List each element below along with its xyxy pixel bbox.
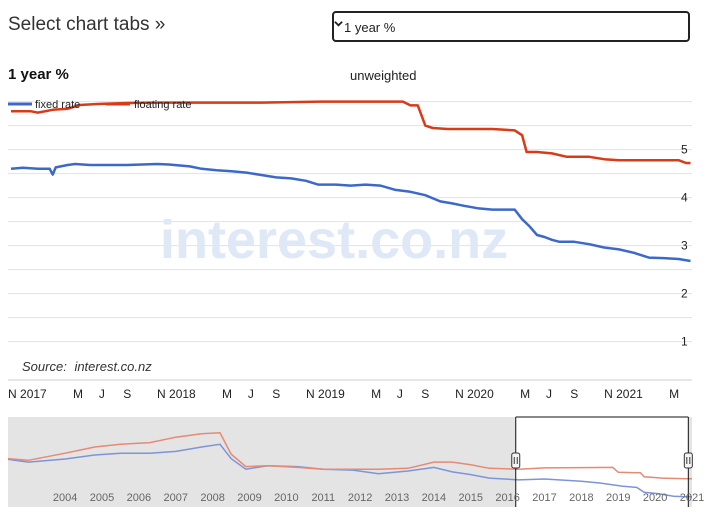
range-navigator[interactable]: 2004 2005 2006 2007 2008 2009 2010 2011 2012 2013… [7, 416, 704, 507]
navigator-x-label: 2011 [311, 492, 335, 504]
navigator-handle-right[interactable] [683, 452, 693, 469]
navigator-x-label: 2005 [90, 492, 114, 504]
x-tick-label: M [669, 387, 679, 401]
navigator-x-label: 2008 [200, 492, 224, 504]
y-tick-label: 2 [681, 287, 688, 301]
navigator-x-label: 2013 [385, 492, 409, 504]
navigator-x-label: 2019 [606, 492, 630, 504]
navigator-x-label: 2004 [53, 492, 77, 504]
chart-title: 1 year % [8, 66, 69, 83]
source-label: Source: [22, 359, 67, 374]
x-tick-label: M [371, 387, 381, 401]
watermark: interest.co.nz [160, 210, 508, 270]
navigator-x-label: 2018 [569, 492, 593, 504]
navigator-handle-left[interactable] [511, 452, 521, 469]
legend-label-fixed-rate: fixed rate [35, 99, 80, 111]
navigator-line-fixed-rate [7, 443, 692, 498]
x-tick-label: M [520, 387, 530, 401]
y-axis: 1 2 3 4 5 [681, 143, 688, 349]
x-tick-label: N 2019 [306, 387, 345, 401]
x-tick-label: N 2021 [604, 387, 643, 401]
series-line-fixed-rate[interactable] [10, 162, 691, 263]
navigator-x-label: 2015 [459, 492, 483, 504]
x-tick-label: J [546, 387, 552, 401]
navigator-x-label: 2007 [164, 492, 188, 504]
page-title: Select chart tabs » [8, 14, 166, 35]
chart-grid [8, 101, 692, 343]
x-tick-label: M [222, 387, 232, 401]
y-tick-label: 4 [681, 191, 688, 205]
x-tick-label: J [248, 387, 254, 401]
series-line-floating-rate[interactable] [11, 100, 691, 165]
navigator-x-label: 2012 [348, 492, 372, 504]
x-tick-label: J [99, 387, 105, 401]
navigator-x-label: 2014 [422, 492, 446, 504]
navigator-x-label: 2021 [680, 492, 704, 504]
navigator-x-label: 2016 [495, 492, 519, 504]
x-tick-label: S [123, 387, 131, 401]
legend-label-floating-rate: floating rate [134, 99, 191, 111]
x-tick-label: M [73, 387, 83, 401]
x-axis: N 2017 M J S N 2018 M J S N 2019 M J S N 2020 M J S N 20… [8, 379, 692, 401]
chart-tab-select[interactable]: 1 year % [332, 11, 690, 42]
y-tick-label: 3 [681, 239, 688, 253]
x-tick-label: N 2018 [157, 387, 196, 401]
x-tick-label: J [397, 387, 403, 401]
navigator-x-label: 2010 [274, 492, 298, 504]
y-tick-label: 5 [681, 143, 688, 157]
source-link[interactable]: interest.co.nz [74, 359, 152, 374]
chart-source: Source: interest.co.nz [22, 359, 152, 374]
chart-tab-select-value: 1 year % [344, 20, 396, 35]
navigator-x-label: 2009 [237, 492, 261, 504]
chevron-down-icon [334, 21, 343, 27]
x-tick-label: S [570, 387, 578, 401]
x-tick-label: S [421, 387, 429, 401]
chart-legend[interactable]: fixed rate floating rate [8, 99, 191, 111]
navigator-x-label: 2006 [127, 492, 151, 504]
y-tick-label: 1 [681, 335, 688, 349]
navigator-line-floating-rate [7, 432, 693, 480]
chart-subtitle: unweighted [350, 68, 417, 83]
x-tick-label: S [272, 387, 280, 401]
navigator-x-label: 2017 [532, 492, 556, 504]
x-tick-label: N 2017 [8, 387, 47, 401]
chart-series-lines [10, 100, 691, 263]
navigator-x-label: 2020 [643, 492, 667, 504]
x-tick-label: N 2020 [455, 387, 494, 401]
